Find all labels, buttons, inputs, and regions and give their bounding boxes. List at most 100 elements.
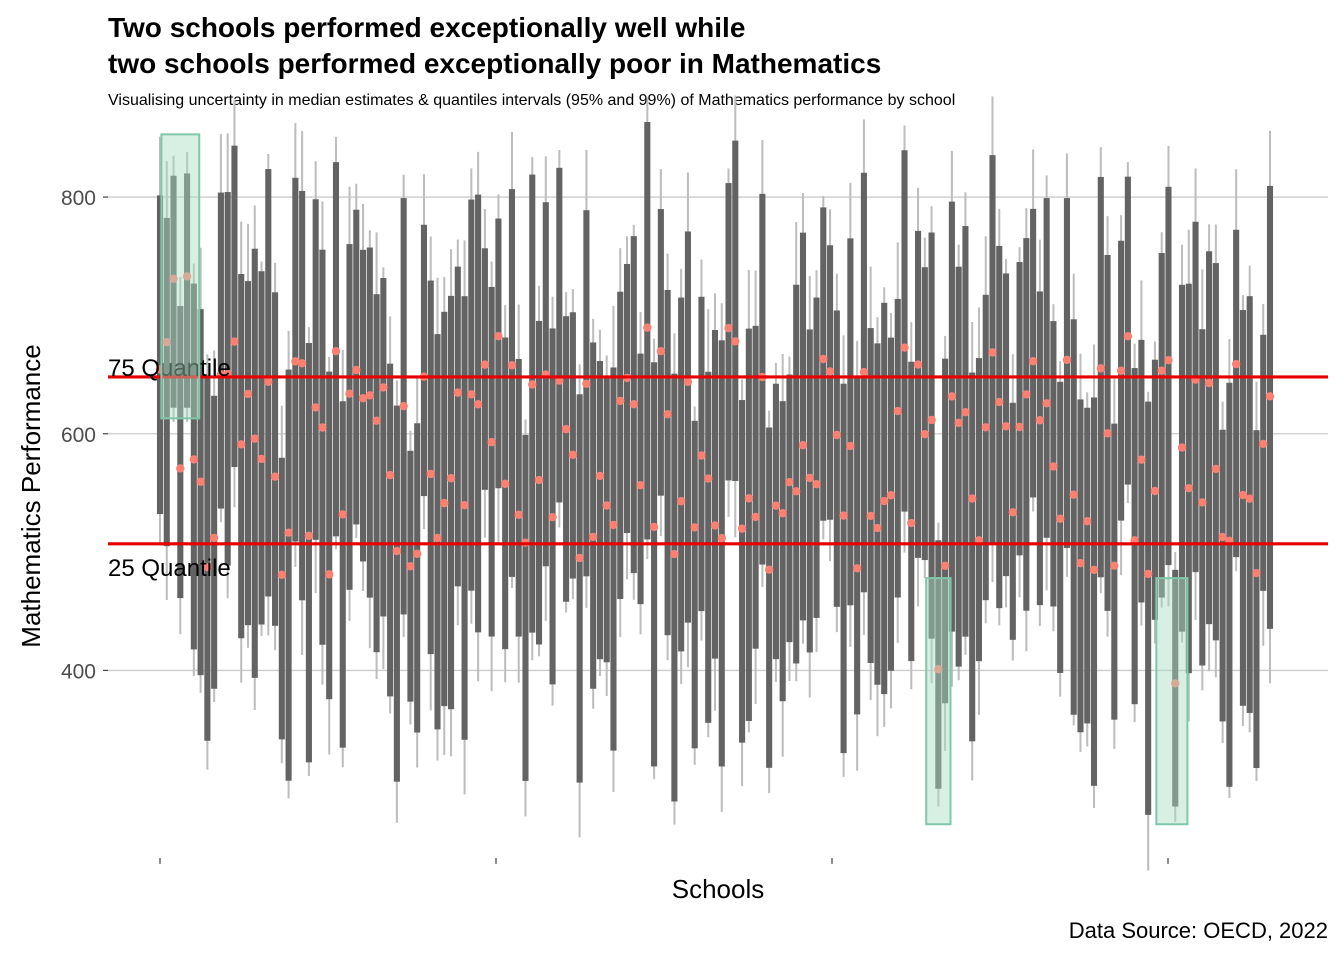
interval-95 [590, 342, 597, 689]
median-point [1062, 355, 1072, 365]
median-point [967, 494, 977, 503]
median-point [1265, 392, 1275, 401]
interval-95 [1090, 397, 1098, 786]
interval-95 [1158, 253, 1165, 598]
median-point [561, 424, 571, 434]
interval-95 [272, 292, 279, 626]
interval-95 [481, 248, 488, 490]
interval-95 [224, 192, 231, 566]
interval-95 [184, 173, 191, 408]
median-point [771, 501, 781, 510]
interval-95 [603, 375, 610, 663]
median-point [426, 469, 435, 479]
median-point [683, 377, 693, 387]
median-point [1164, 355, 1173, 365]
title-line-2: two schools performed exceptionally poor… [108, 48, 882, 79]
interval-95 [1036, 291, 1043, 606]
interval-95 [1084, 407, 1091, 724]
median-point [839, 511, 848, 520]
median-point [1096, 364, 1105, 373]
median-point [676, 496, 686, 506]
interval-95 [373, 294, 380, 653]
interval-95 [874, 343, 881, 685]
median-point [1123, 332, 1133, 341]
interval-95 [488, 286, 495, 637]
median-point [697, 451, 706, 460]
interval-95 [840, 383, 847, 754]
interval-95 [360, 249, 367, 562]
interval-95 [1178, 284, 1186, 632]
median-point [880, 496, 889, 506]
y-tick-label: 600 [61, 424, 96, 447]
interval-95 [1111, 423, 1118, 720]
interval-95 [508, 189, 515, 577]
interval-95 [1016, 262, 1023, 556]
y-axis: 400 600 800 [61, 187, 108, 683]
median-point [778, 509, 787, 518]
median-point [927, 415, 936, 425]
interval-95 [238, 273, 245, 639]
median-point [832, 430, 842, 440]
interval-95 [1260, 334, 1267, 591]
interval-95 [346, 244, 353, 590]
median-point [1055, 514, 1065, 523]
median-point [1083, 517, 1092, 526]
median-point [1177, 443, 1187, 452]
median-point [304, 531, 314, 540]
data-source-caption: Data Source: OECD, 2022 [1068, 918, 1328, 943]
median-point [737, 524, 747, 533]
median-point [209, 533, 219, 543]
interval-95 [1239, 310, 1246, 706]
median-point [981, 423, 990, 432]
median-point [852, 564, 862, 573]
median-point [473, 400, 483, 409]
interval-95 [434, 334, 441, 730]
median-point [1198, 498, 1207, 507]
interval-95 [1145, 401, 1152, 815]
median-point [311, 403, 320, 412]
interval-95 [1009, 402, 1016, 640]
interval-95 [975, 358, 983, 662]
median-point [237, 440, 246, 449]
interval-95 [441, 311, 448, 707]
median-point [1252, 568, 1261, 578]
y-tick-label: 800 [61, 187, 96, 210]
interval-95 [833, 310, 840, 607]
interval-95 [732, 140, 739, 482]
median-point [297, 359, 307, 368]
interval-95 [691, 420, 698, 749]
median-point [995, 397, 1004, 407]
interval-95 [495, 218, 502, 489]
median-point [1218, 532, 1227, 542]
median-point [243, 389, 253, 399]
median-point [900, 343, 909, 352]
interval-95 [1206, 251, 1213, 625]
interval-95 [854, 377, 861, 715]
interval-95 [955, 266, 962, 667]
interval-95 [285, 369, 292, 781]
interval-95 [522, 434, 529, 781]
median-point [1157, 366, 1166, 375]
median-point [352, 365, 361, 375]
median-point [636, 480, 645, 490]
interval-95 [894, 298, 901, 598]
interval-95 [319, 249, 326, 645]
interval-95 [549, 328, 556, 685]
interval-95 [813, 297, 820, 618]
chart-title: Two schools performed exceptionally well… [108, 10, 881, 82]
median-point [954, 418, 963, 428]
median-point [1042, 399, 1051, 408]
median-point [710, 521, 720, 530]
interval-95 [299, 190, 306, 601]
median-point [1103, 429, 1112, 438]
interval-95 [996, 245, 1003, 609]
interval-95 [1192, 221, 1199, 573]
interval-95 [305, 343, 312, 763]
interval-95 [969, 372, 976, 742]
median-point [690, 523, 699, 532]
median-point [704, 474, 713, 483]
interval-95 [204, 378, 211, 741]
median-point [500, 479, 510, 489]
x-axis [159, 858, 1169, 864]
interval-95 [1030, 208, 1037, 498]
